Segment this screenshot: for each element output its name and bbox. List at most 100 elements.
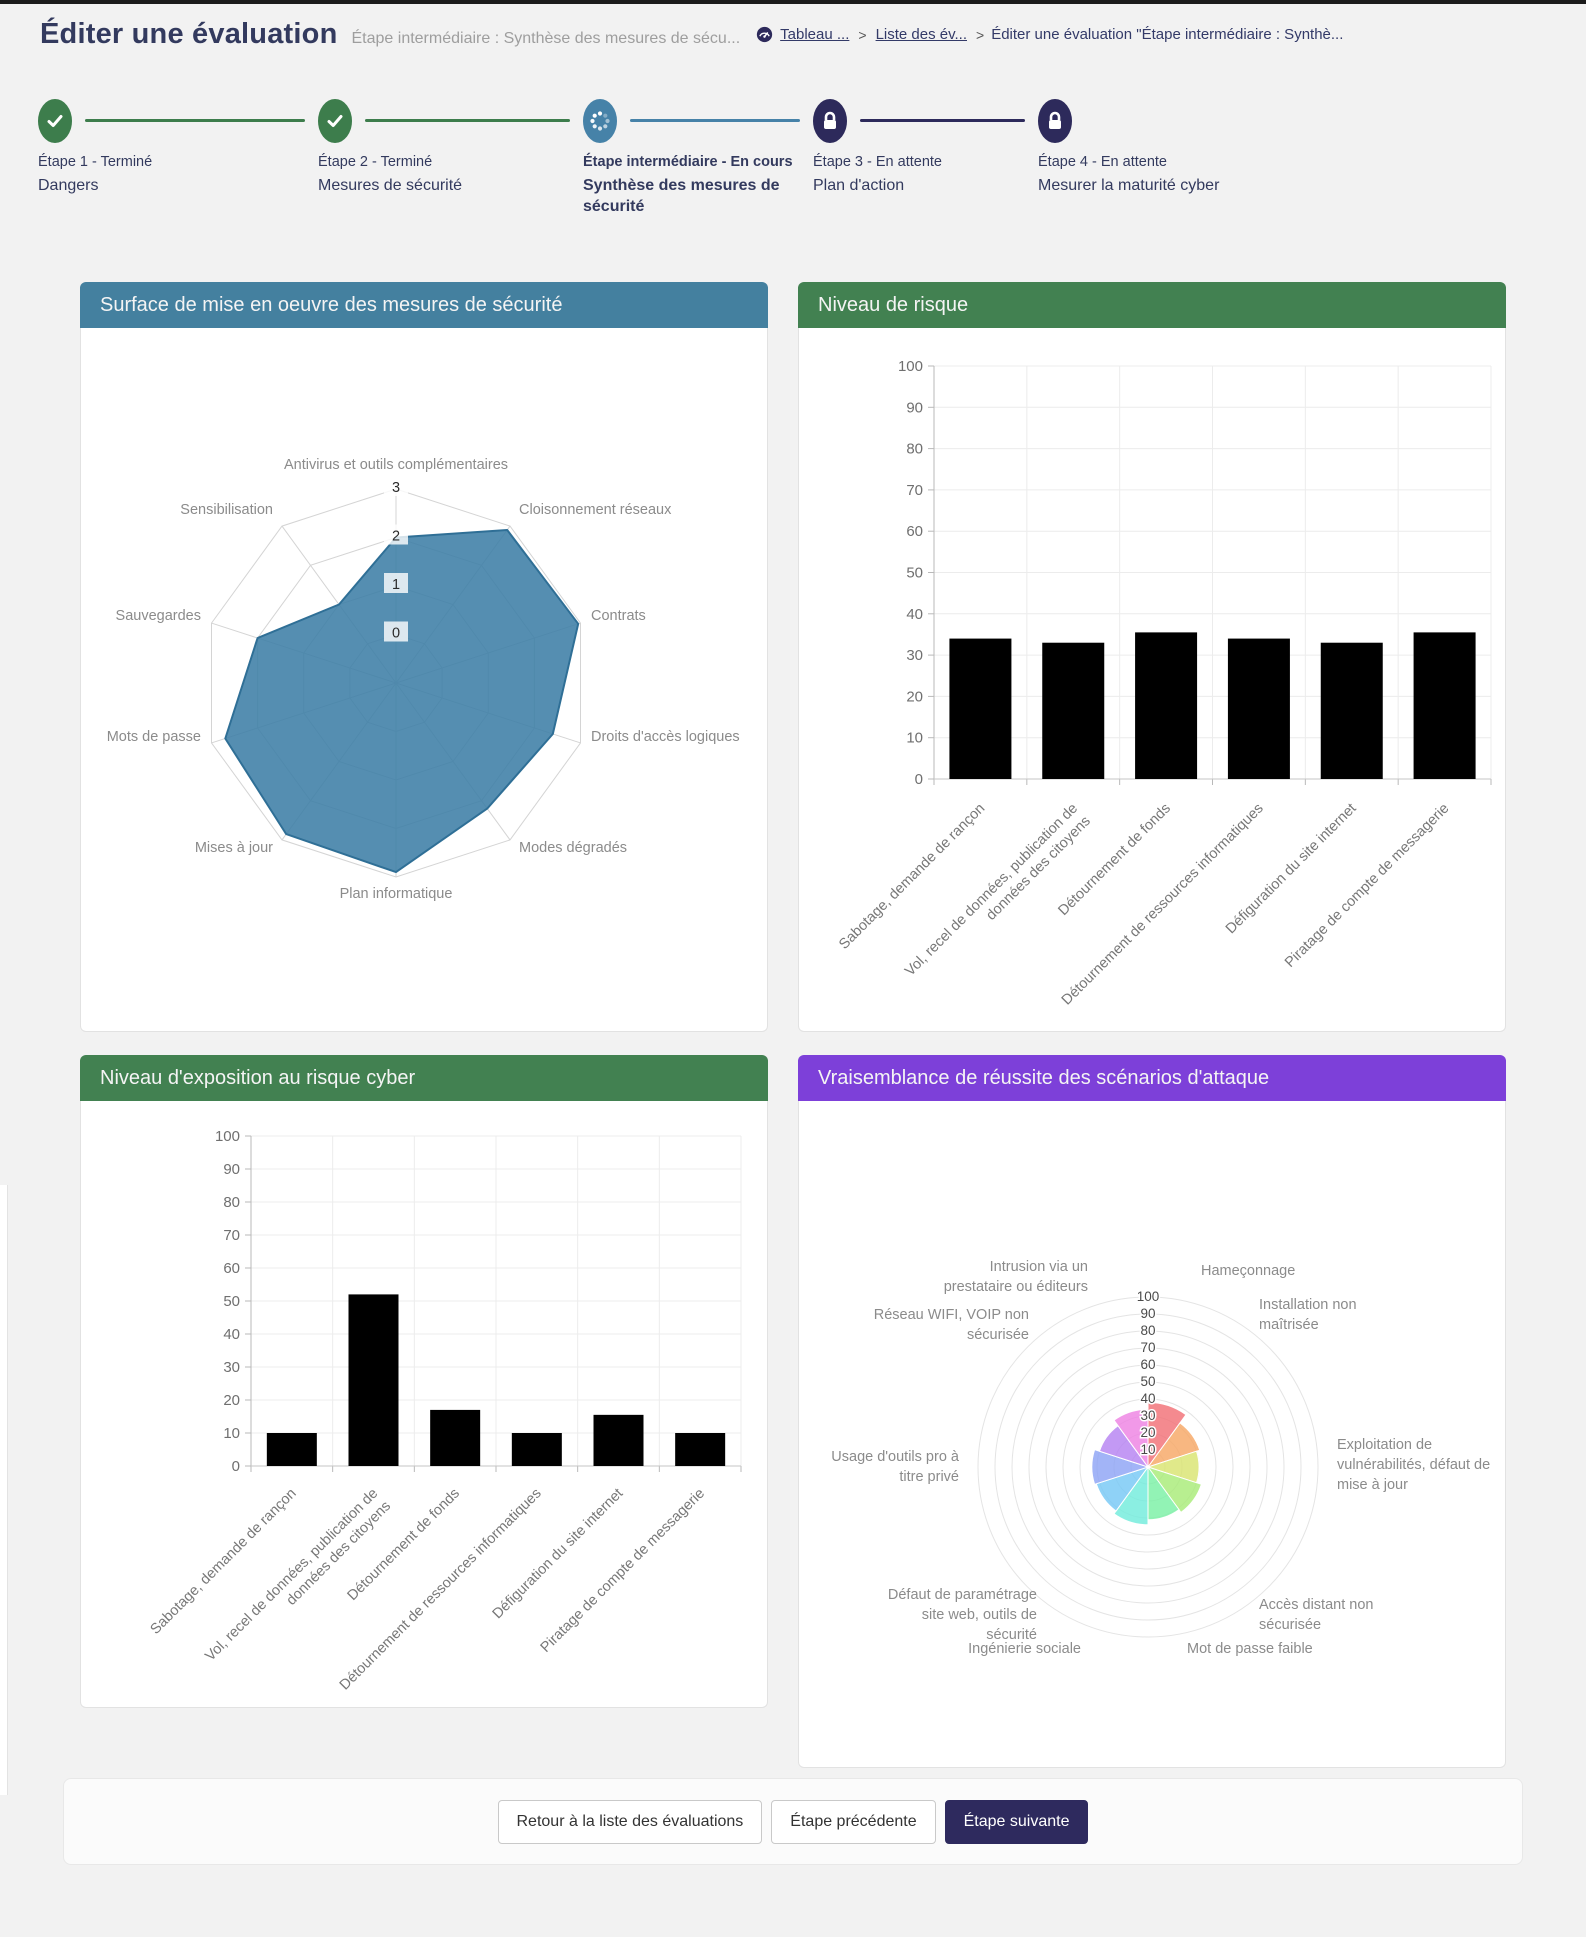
- svg-text:60: 60: [223, 1260, 240, 1277]
- svg-text:20: 20: [223, 1392, 240, 1409]
- svg-text:70: 70: [223, 1227, 240, 1244]
- svg-text:90: 90: [1140, 1306, 1155, 1321]
- svg-text:90: 90: [223, 1161, 240, 1178]
- svg-text:100: 100: [1137, 1289, 1160, 1304]
- svg-text:Contrats: Contrats: [591, 608, 646, 624]
- step-2-mesures[interactable]: Étape 2 - Terminé Mesures de sécurité: [318, 99, 553, 197]
- window-top-strip: [0, 0, 1586, 4]
- step-progress: Étape 1 - Terminé Dangers Étape 2 - Term…: [0, 0, 1586, 230]
- svg-text:90: 90: [906, 399, 923, 416]
- svg-text:Droits d'accès logiques: Droits d'accès logiques: [591, 729, 740, 745]
- svg-text:10: 10: [906, 730, 923, 747]
- bar-chart-niveau-risque: 0 10 20 30 40 50 60 70 80 90 100 Sabotage, demande …: [798, 328, 1506, 1032]
- svg-text:Mots de passe: Mots de passe: [107, 729, 201, 745]
- next-step-button[interactable]: Étape suivante: [944, 1799, 1089, 1844]
- card-vraisemblance: Vraisemblance de réussite des scénarios …: [798, 1055, 1506, 1768]
- svg-text:40: 40: [223, 1326, 240, 1343]
- card-niveau-risque: Niveau de risque 0 10 20 30 40 50 60 70 80 90 100 S…: [798, 282, 1506, 1032]
- svg-text:100: 100: [215, 1128, 240, 1145]
- bar-chart-niveau-exposition: 0 10 20 30 40 50 60 70 80 90 100 Sabotage, demande …: [80, 1101, 768, 1708]
- svg-text:30: 30: [1140, 1408, 1155, 1423]
- svg-text:0: 0: [232, 1458, 240, 1475]
- step-intermediaire-synthese[interactable]: Étape intermédiaire - En cours Synthèse …: [583, 99, 818, 218]
- svg-text:50: 50: [1140, 1374, 1155, 1389]
- svg-text:80: 80: [223, 1194, 240, 1211]
- svg-text:Plan informatique: Plan informatique: [340, 886, 453, 902]
- svg-text:Sabotage, demande de rançon: Sabotage, demande de rançon: [148, 1486, 300, 1638]
- card-header-niveau-risque: Niveau de risque: [798, 282, 1506, 328]
- page-title: Éditer une évaluation: [40, 18, 338, 50]
- svg-text:Hameçonnage: Hameçonnage: [1201, 1263, 1295, 1279]
- svg-text:Sauvegardes: Sauvegardes: [116, 608, 201, 624]
- svg-text:Sensibilisation: Sensibilisation: [180, 502, 273, 518]
- step-connector-3: [630, 119, 800, 122]
- svg-text:10: 10: [223, 1425, 240, 1442]
- step-label: Étape 3 - En attente: [813, 154, 942, 170]
- svg-text:Mises à jour: Mises à jour: [195, 840, 273, 856]
- svg-text:Ingénierie sociale: Ingénierie sociale: [968, 1641, 1081, 1657]
- svg-text:100: 100: [898, 358, 923, 375]
- step-done-check-icon: [38, 99, 72, 143]
- step-sublabel: Plan d'action: [813, 177, 905, 194]
- dashboard-gauge-icon: [757, 26, 773, 43]
- svg-text:1: 1: [392, 577, 400, 593]
- svg-text:Modes dégradés: Modes dégradés: [519, 840, 627, 856]
- polar-chart-vraisemblance: 100 90 80 70 60 50 40 30 20 10 Hameçonnage Installa…: [798, 1101, 1506, 1768]
- svg-text:30: 30: [906, 647, 923, 664]
- step-3-plan-action[interactable]: Étape 3 - En attente Plan d'action: [813, 99, 1048, 197]
- svg-text:Détournement de ressources inf: Détournement de ressources informatiques: [1059, 801, 1267, 1009]
- step-sublabel: Mesurer la maturité cyber: [1038, 177, 1220, 194]
- breadcrumb-separator: >: [858, 26, 867, 43]
- svg-text:80: 80: [906, 441, 923, 458]
- card-niveau-exposition: Niveau d'exposition au risque cyber 0 10 2…: [80, 1055, 768, 1708]
- svg-text:0: 0: [392, 626, 400, 642]
- back-to-list-button[interactable]: Retour à la liste des évaluations: [497, 1799, 763, 1844]
- step-sublabel: Mesures de sécurité: [318, 177, 463, 194]
- svg-text:50: 50: [223, 1293, 240, 1310]
- svg-text:40: 40: [906, 606, 923, 623]
- svg-text:Vol, recel de données, publica: Vol, recel de données, publication dedon…: [902, 801, 1094, 993]
- svg-text:50: 50: [906, 565, 923, 582]
- svg-text:Cloisonnement réseaux: Cloisonnement réseaux: [519, 502, 672, 518]
- breadcrumb-link-dashboard[interactable]: Tableau ...: [780, 26, 850, 43]
- step-1-dangers[interactable]: Étape 1 - Terminé Dangers: [38, 99, 273, 197]
- breadcrumb-link-evaluations-list[interactable]: Liste des év...: [875, 26, 967, 43]
- step-4-maturite[interactable]: Étape 4 - En attente Mesurer la maturité…: [1038, 99, 1273, 197]
- svg-text:20: 20: [906, 688, 923, 705]
- svg-text:0: 0: [915, 771, 923, 788]
- step-locked-lock-icon: [1038, 99, 1072, 143]
- step-label: Étape 1 - Terminé: [38, 154, 153, 170]
- svg-text:30: 30: [223, 1359, 240, 1376]
- step-label: Étape intermédiaire - En cours: [583, 154, 793, 170]
- breadcrumb: Tableau ... > Liste des év... > Éditer u…: [756, 26, 1343, 43]
- step-inprogress-spinner-icon: [583, 99, 617, 143]
- card-header-niveau-exposition: Niveau d'exposition au risque cyber: [80, 1055, 768, 1101]
- svg-text:40: 40: [1140, 1391, 1155, 1406]
- step-sublabel: Synthèse des mesures de sécurité: [583, 177, 780, 215]
- page-header: Éditer une évaluation Étape intermédiair…: [40, 18, 1560, 51]
- page-subtitle: Étape intermédiaire : Synthèse des mesur…: [351, 30, 741, 47]
- svg-text:20: 20: [1140, 1425, 1155, 1440]
- footer-action-bar: Retour à la liste des évaluations Étape …: [63, 1778, 1523, 1865]
- svg-text:Piratage de compte de messager: Piratage de compte de messagerie: [1282, 801, 1452, 971]
- svg-text:Antivirus et outils complément: Antivirus et outils complémentaires: [284, 457, 508, 473]
- step-connector-2: [365, 119, 570, 122]
- card-header-surface-mesures: Surface de mise en oeuvre des mesures de…: [80, 282, 768, 328]
- step-label: Étape 2 - Terminé: [318, 154, 433, 170]
- svg-text:Piratage de compte de messager: Piratage de compte de messagerie: [538, 1486, 708, 1656]
- svg-text:Sabotage, demande de rançon: Sabotage, demande de rançon: [836, 801, 988, 953]
- step-connector-4: [860, 119, 1025, 122]
- step-locked-lock-icon: [813, 99, 847, 143]
- previous-step-button[interactable]: Étape précédente: [771, 1799, 936, 1844]
- radar-chart-surface-mesures: 3 2 1 0 Antivirus et outils complémentaires C…: [80, 328, 768, 1032]
- left-edge-panel: [0, 1185, 8, 1795]
- svg-text:Défiguration du site internet: Défiguration du site internet: [490, 1486, 627, 1623]
- svg-text:60: 60: [1140, 1357, 1155, 1372]
